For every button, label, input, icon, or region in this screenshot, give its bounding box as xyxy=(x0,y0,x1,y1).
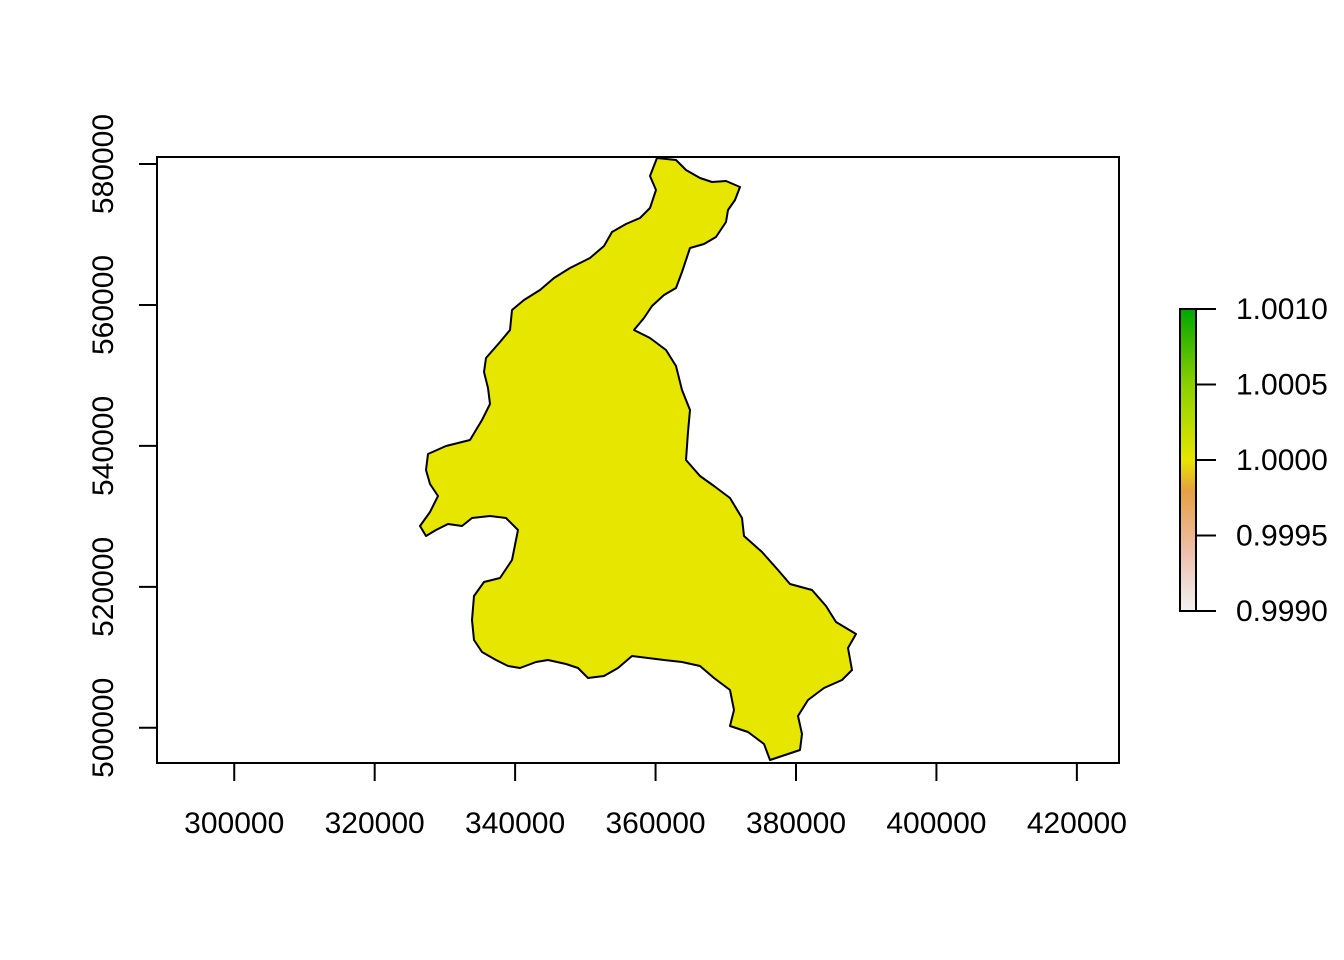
x-tick-label: 420000 xyxy=(1027,807,1127,840)
x-axis: 300000 320000 340000 360000 380000 400000 4200… xyxy=(184,762,1127,840)
x-tick-label: 340000 xyxy=(465,807,565,840)
color-legend: 0.9990 0.9995 1.0000 1.0005 1.0010 xyxy=(1179,293,1328,628)
legend-tick-label: 1.0005 xyxy=(1236,369,1328,402)
legend-color-bar xyxy=(1179,308,1197,612)
x-tick-label: 380000 xyxy=(746,807,846,840)
y-tick-label: 560000 xyxy=(87,255,120,355)
x-tick-label: 360000 xyxy=(606,807,706,840)
y-tick-label: 580000 xyxy=(87,114,120,214)
y-tick-label: 520000 xyxy=(87,537,120,637)
x-tick-label: 400000 xyxy=(886,807,986,840)
y-axis: 500000 520000 540000 560000 580000 xyxy=(87,114,158,778)
legend-tick-label: 1.0000 xyxy=(1236,444,1328,477)
catchment-polygon xyxy=(419,157,857,761)
legend-tick-label: 0.9995 xyxy=(1236,520,1328,553)
x-tick-label: 300000 xyxy=(184,807,284,840)
legend-tick-label: 0.9990 xyxy=(1236,595,1328,628)
y-tick-label: 500000 xyxy=(87,678,120,778)
x-tick-label: 320000 xyxy=(325,807,425,840)
y-tick-label: 540000 xyxy=(87,396,120,496)
legend-tick-label: 1.0010 xyxy=(1236,293,1328,326)
